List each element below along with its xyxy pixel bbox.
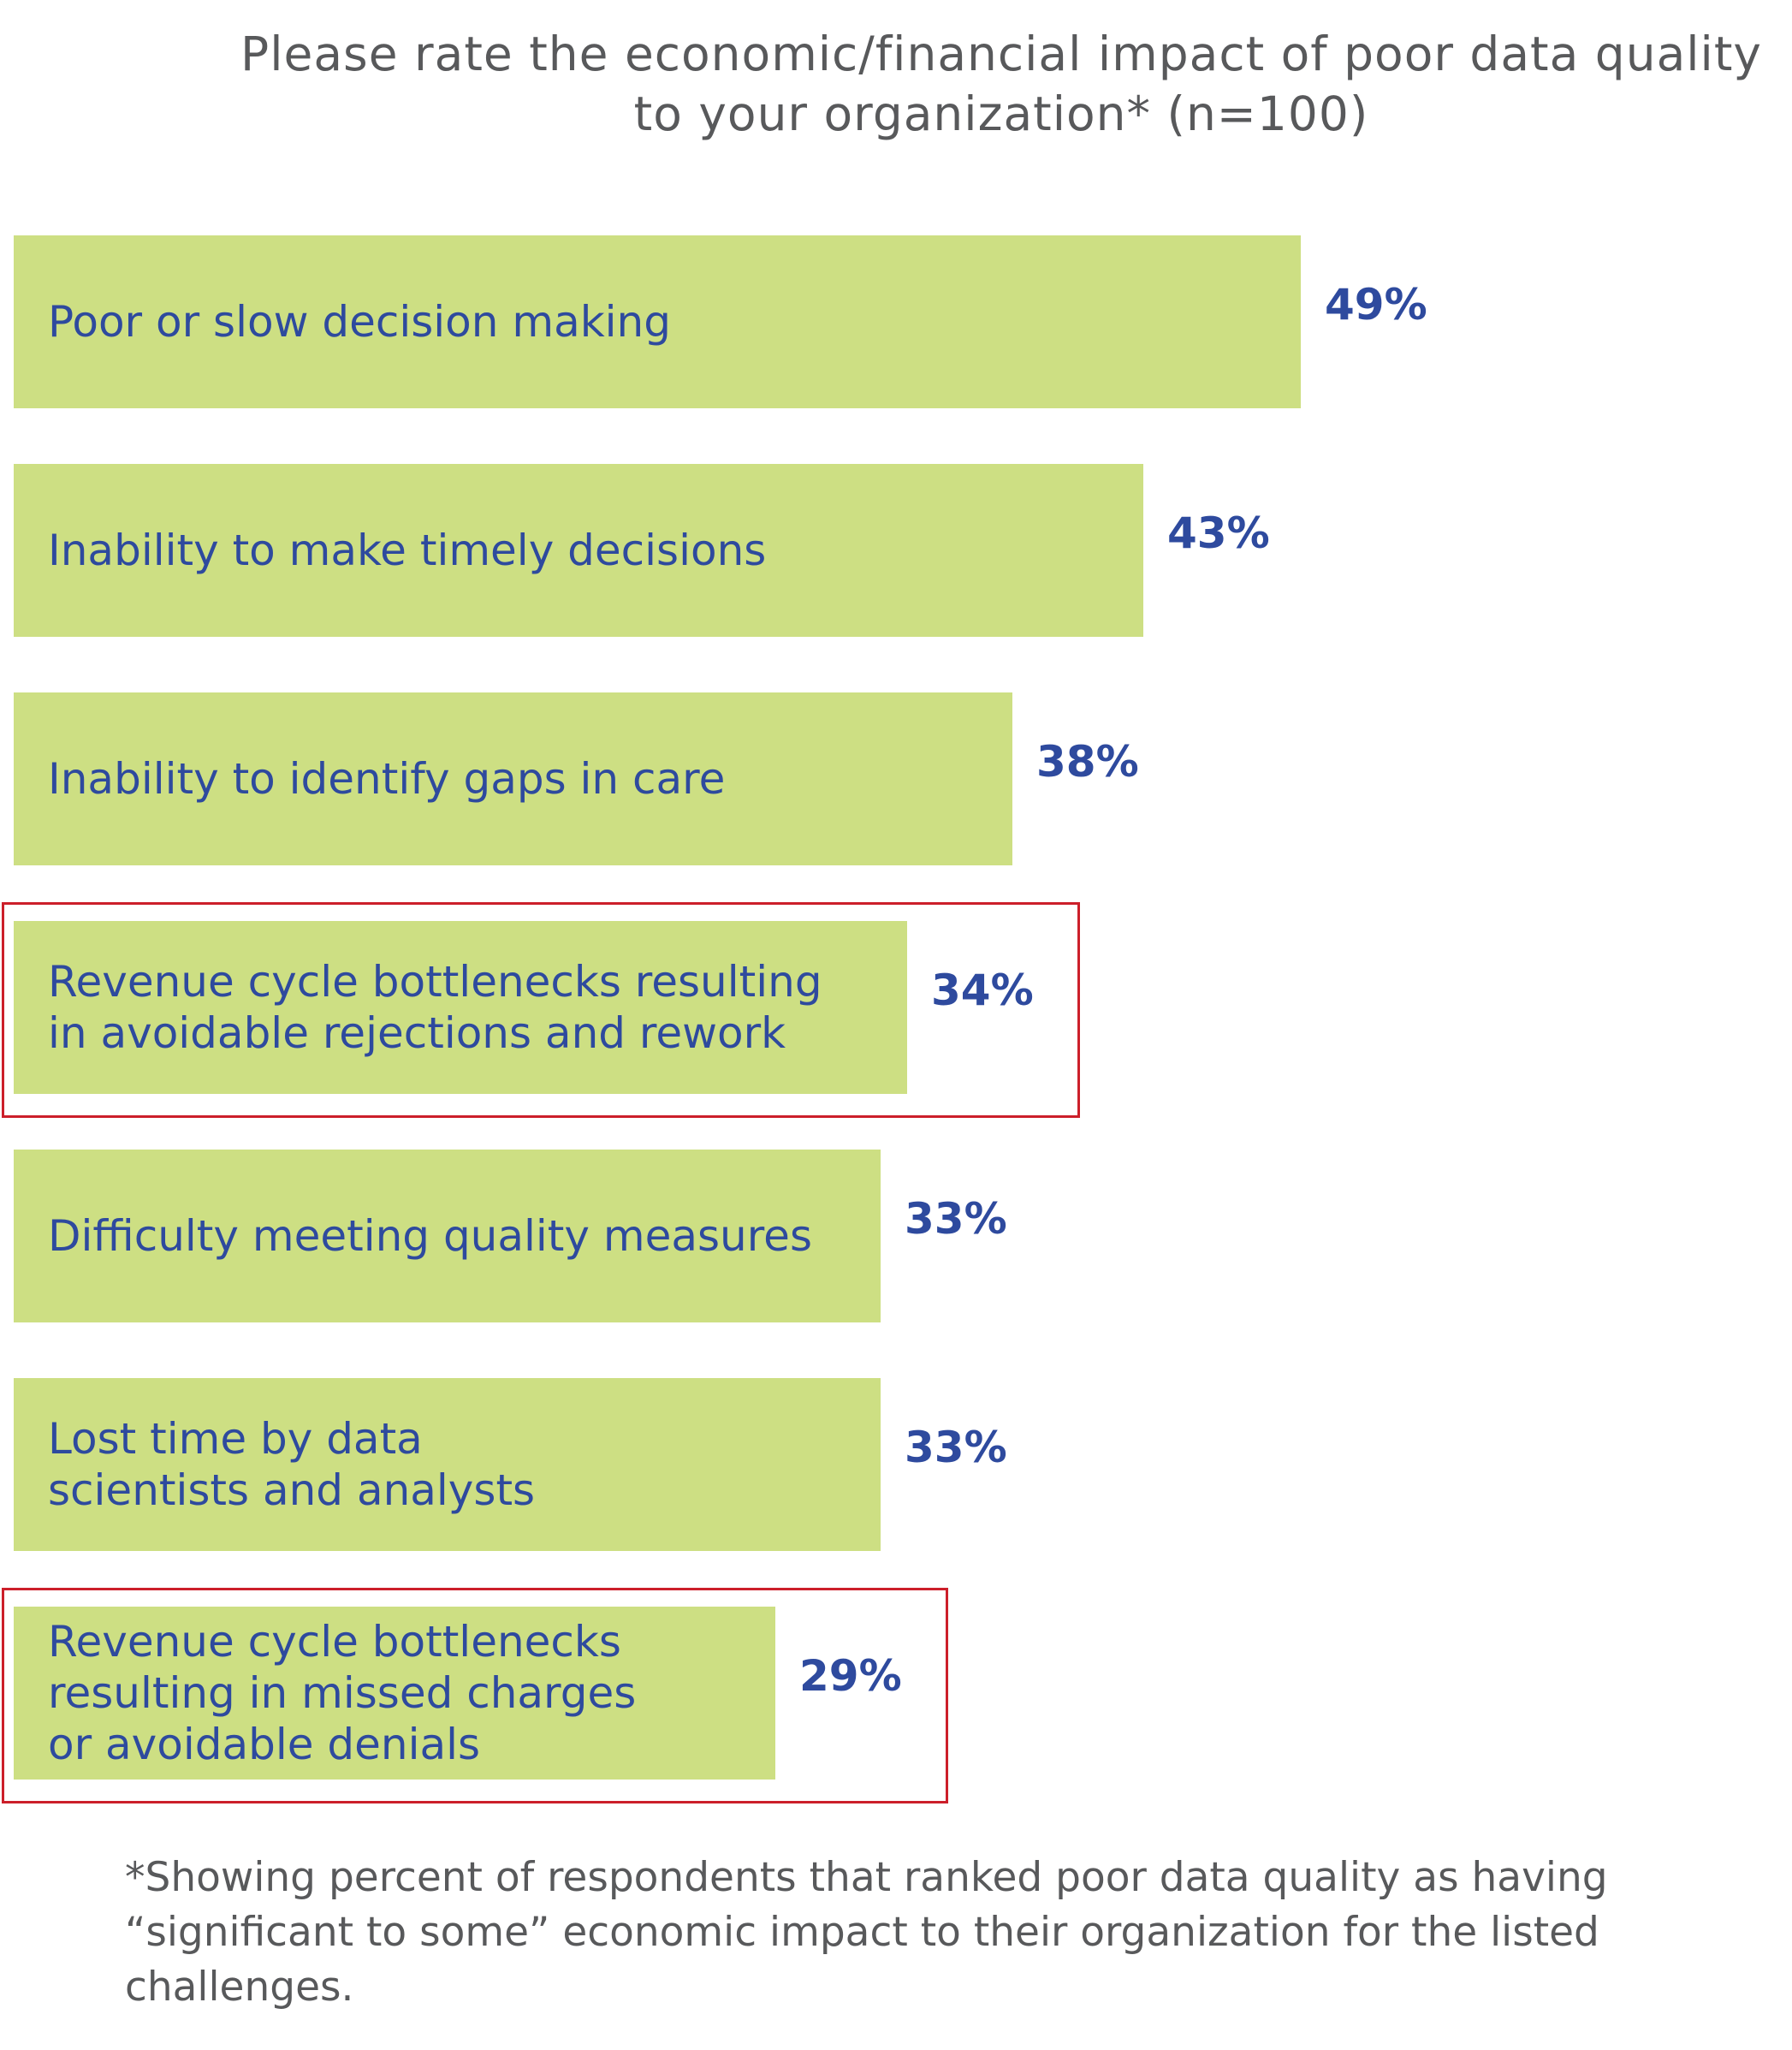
category-label: Inability to make timely decisions	[48, 525, 766, 576]
value-label: 43%	[1167, 508, 1270, 558]
category-label-line: Inability to identify gaps in care	[48, 754, 726, 804]
bar	[14, 921, 907, 1094]
highlight-box	[2, 1588, 948, 1803]
category-label-line: scientists and analysts	[48, 1465, 536, 1515]
category-label-line: or avoidable denials	[48, 1720, 481, 1769]
category-label: Revenue cycle bottlenecks resulting in av…	[48, 956, 822, 1059]
bar	[14, 692, 1012, 865]
category-label: Difficulty meeting quality measures	[48, 1210, 812, 1262]
chart-title: Please rate the economic/financial impac…	[154, 24, 1792, 144]
chart-title-line: Please rate the economic/financial impac…	[240, 27, 1762, 81]
category-label-line: Poor or slow decision making	[48, 297, 671, 347]
category-label-line: in avoidable rejections and rework	[48, 1008, 786, 1058]
highlight-box	[2, 902, 1080, 1118]
value-label: 49%	[1325, 280, 1427, 330]
footnote-line: *Showing percent of respondents that ran…	[125, 1854, 1608, 1901]
category-label-line: Difficulty meeting quality measures	[48, 1211, 812, 1261]
bar	[14, 1150, 881, 1322]
footnote-line: “significant to some” economic impact to…	[125, 1909, 1599, 1956]
bar	[14, 1378, 881, 1551]
category-label: Revenue cycle bottlenecks resulting in mi…	[48, 1616, 636, 1770]
footnote-line: challenges.	[125, 1964, 354, 2011]
category-label-line: Revenue cycle bottlenecks	[48, 1617, 621, 1667]
value-label: 33%	[905, 1194, 1007, 1244]
category-label-line: Lost time by data	[48, 1414, 423, 1464]
category-label-line: Revenue cycle bottlenecks resulting	[48, 957, 822, 1007]
bar	[14, 464, 1143, 637]
value-label: 34%	[931, 966, 1034, 1015]
value-label: 29%	[799, 1651, 902, 1701]
chart-footnote: *Showing percent of respondents that ran…	[125, 1851, 1751, 2015]
category-label: Poor or slow decision making	[48, 296, 671, 348]
bar	[14, 1607, 775, 1780]
category-label: Lost time by data scientists and analysts	[48, 1413, 535, 1516]
value-label: 33%	[905, 1423, 1007, 1472]
category-label: Inability to identify gaps in care	[48, 753, 725, 805]
bar	[14, 235, 1301, 408]
category-label-line: Inability to make timely decisions	[48, 526, 767, 575]
category-label-line: resulting in missed charges	[48, 1668, 637, 1718]
value-label: 38%	[1036, 737, 1139, 787]
chart-title-line: to your organization* (n=100)	[633, 86, 1369, 141]
